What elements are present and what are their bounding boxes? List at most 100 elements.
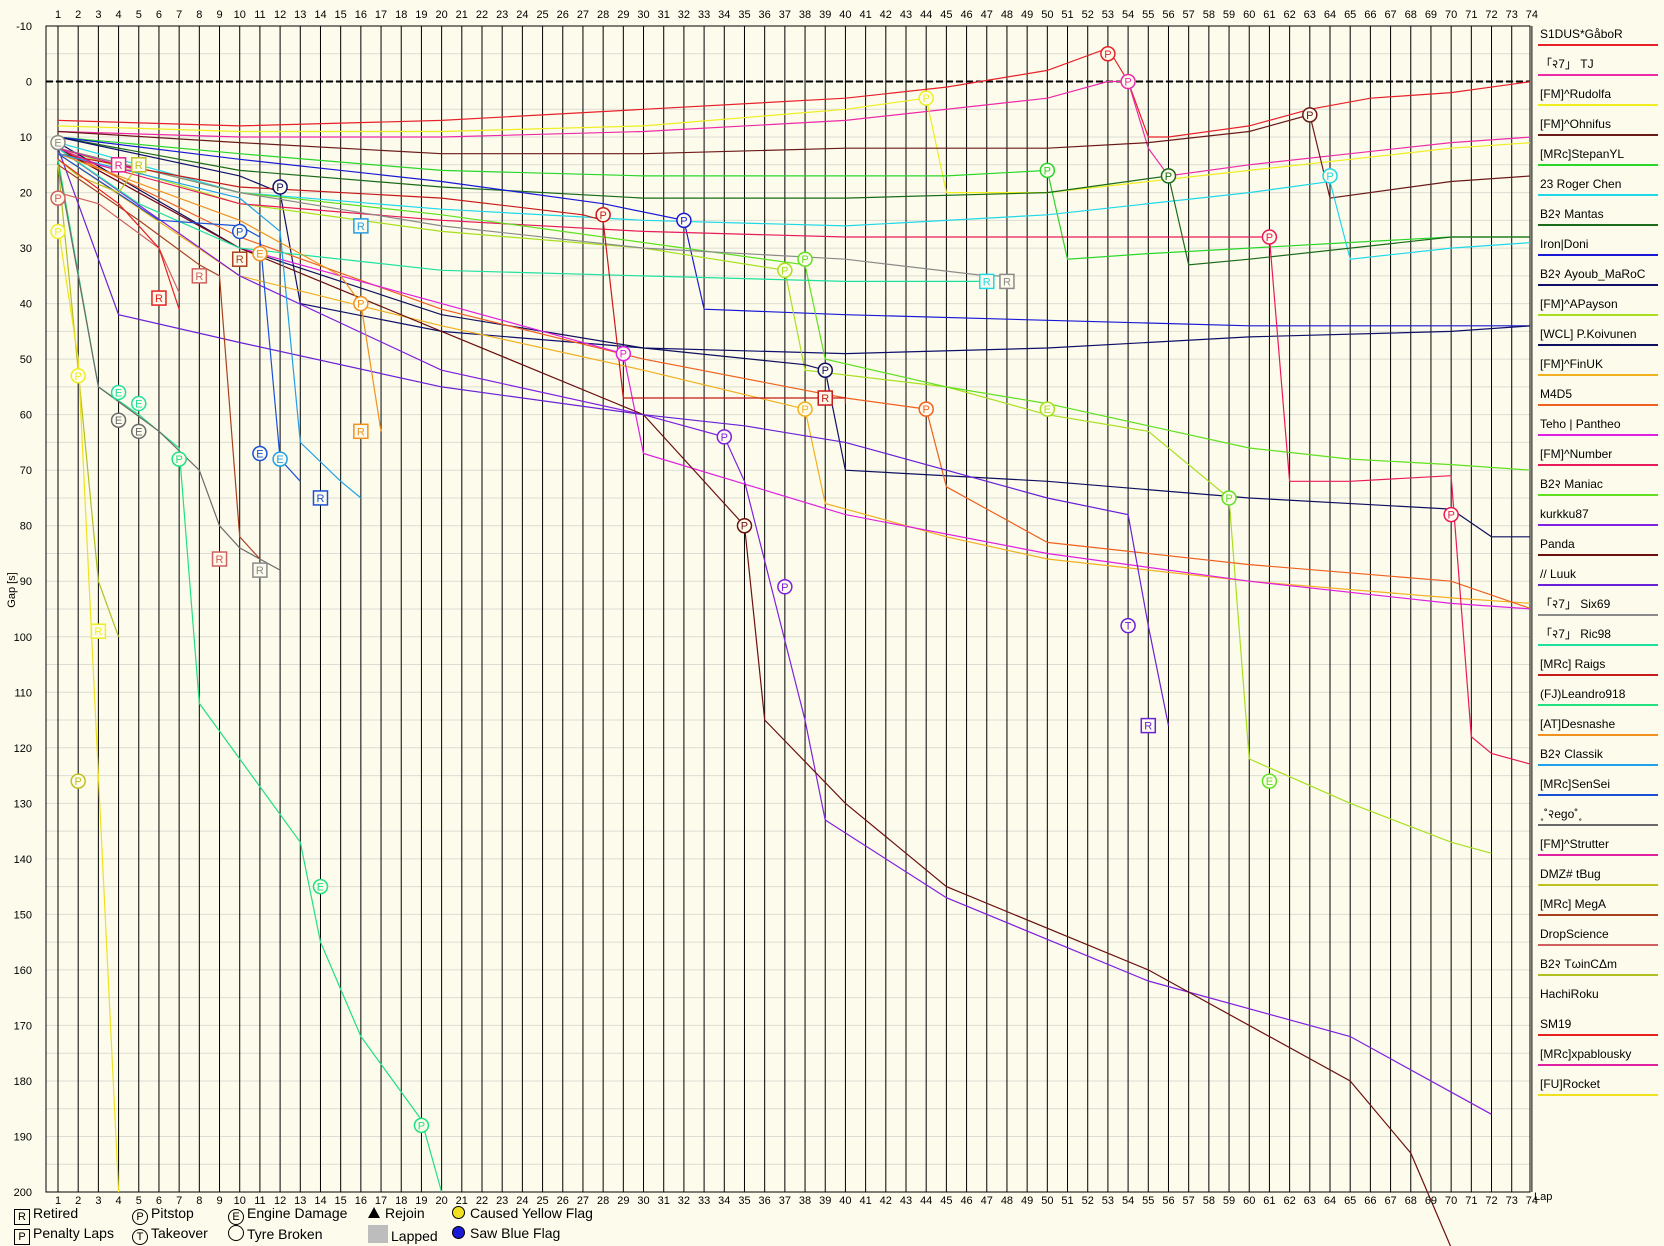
event-marker-p: P xyxy=(231,223,248,240)
x-tick-label: 8 xyxy=(196,1195,202,1207)
legend-entry-name: [FU]Rocket xyxy=(1540,1077,1601,1091)
legend-entry-name: 「२7」 TJ xyxy=(1540,57,1594,71)
marker-letter: R xyxy=(821,393,829,405)
series-line xyxy=(57,159,443,1193)
x-tick-label: 34 xyxy=(718,1195,730,1207)
legend-entry-name: kurkku87 xyxy=(1540,507,1589,521)
legend-entry-name: [WCL] P.Koivunen xyxy=(1540,327,1637,341)
x-tick-label: 21 xyxy=(456,1195,468,1207)
marker-circle xyxy=(110,412,127,428)
legend-entry-name: [FM]^Ohnifus xyxy=(1540,117,1611,131)
marker-letter: R xyxy=(195,271,203,283)
event-marker-p: P xyxy=(1160,168,1177,184)
event-marker-r: R xyxy=(211,551,228,567)
x-tick-label: 14 xyxy=(314,1195,326,1207)
x-tick-label: 17 xyxy=(375,1195,387,1207)
marker-letter: R xyxy=(316,493,324,505)
x-tick-label-top: 24 xyxy=(516,9,528,21)
penalty-symbol: P xyxy=(14,1229,30,1245)
x-tick-label-top: 60 xyxy=(1243,9,1255,21)
legend-entry-name: [MRc]xpablousky xyxy=(1540,1047,1631,1061)
x-tick-label: 71 xyxy=(1465,1195,1477,1207)
marker-letter: P xyxy=(680,215,687,227)
series-line xyxy=(57,147,987,282)
y-tick-label: 120 xyxy=(14,743,32,755)
event-marker-p: P xyxy=(676,212,692,229)
marker-letter: P xyxy=(781,265,788,277)
marker-letter: R xyxy=(135,160,143,172)
marker-letter: P xyxy=(1266,232,1273,244)
event-marker-r: R xyxy=(252,562,268,578)
event-marker-e: E xyxy=(131,423,147,440)
x-tick-label-top: 66 xyxy=(1364,9,1376,21)
marker-circle xyxy=(252,245,268,262)
marker-circle xyxy=(312,878,329,895)
x-tick-label: 70 xyxy=(1445,1195,1457,1207)
marker-circle xyxy=(1322,168,1338,184)
x-tick-label: 45 xyxy=(940,1195,952,1207)
x-tick-label: 24 xyxy=(516,1195,528,1207)
x-tick-label-top: 10 xyxy=(234,9,246,21)
legend-entry-name: B2२ TωinCΔm xyxy=(1540,957,1617,971)
x-tick-label-top: 38 xyxy=(799,9,811,21)
marker-circle xyxy=(272,451,288,467)
x-tick-label-top: 13 xyxy=(294,9,306,21)
retired-marker-box xyxy=(252,562,268,578)
legend-entry-name: [FM]^FinUK xyxy=(1540,357,1603,371)
y-tick-label: 100 xyxy=(14,632,32,644)
x-tick-label-top: 67 xyxy=(1384,9,1396,21)
y-tick-label: 0 xyxy=(26,77,32,89)
series-line xyxy=(57,158,140,194)
marker-circle xyxy=(595,207,611,223)
series-line xyxy=(57,225,120,1193)
x-axis-label: Lap xyxy=(1534,1191,1552,1203)
x-tick-label: 31 xyxy=(658,1195,670,1207)
legend-entry-name: SM19 xyxy=(1540,1017,1572,1031)
series-line xyxy=(57,153,1530,604)
marker-circle xyxy=(272,179,288,195)
x-tick-label-top: 35 xyxy=(738,9,750,21)
legend: S1DUS*GåboR 「२7」 TJ [FM]^Rudolfa [FM]^Ohnif… xyxy=(1538,27,1658,1096)
marker-letter: P xyxy=(741,521,748,533)
key-yellow-label: Caused Yellow Flag xyxy=(470,1205,593,1221)
x-tick-label: 49 xyxy=(1021,1195,1033,1207)
marker-letter: P xyxy=(175,454,182,466)
x-tick-label-top: 61 xyxy=(1263,9,1275,21)
marker-circle xyxy=(777,262,793,279)
series-line xyxy=(57,147,1452,1246)
legend-entry-name: [MRc]SenSei xyxy=(1540,777,1610,791)
marker-circle xyxy=(1261,229,1278,245)
x-tick-label-top: 22 xyxy=(476,9,488,21)
event-marker-t: T xyxy=(1120,617,1136,634)
marker-circle xyxy=(1160,168,1177,184)
x-tick-label: 3 xyxy=(95,1195,101,1207)
marker-circle xyxy=(1302,107,1318,123)
retired-marker-box xyxy=(90,623,107,639)
event-marker-p: P xyxy=(413,1117,430,1134)
marker-circle xyxy=(777,579,793,595)
x-tick-label: 72 xyxy=(1485,1195,1497,1207)
retired-marker-box xyxy=(312,490,329,506)
x-tick-label-top: 23 xyxy=(496,9,508,21)
x-tick-label-top: 41 xyxy=(859,9,871,21)
x-tick-label: 65 xyxy=(1344,1195,1356,1207)
marker-circle xyxy=(918,401,934,417)
x-tick-label-top: 29 xyxy=(617,9,629,21)
x-tick-label-top: 70 xyxy=(1445,9,1457,21)
marker-circle xyxy=(817,362,833,378)
x-tick-label: 60 xyxy=(1243,1195,1255,1207)
x-tick-label: 26 xyxy=(557,1195,569,1207)
x-tick-label-top: 58 xyxy=(1203,9,1215,21)
marker-circle xyxy=(131,395,147,412)
series-line xyxy=(57,153,1530,765)
marker-circle xyxy=(1261,773,1278,789)
y-tick-label: 180 xyxy=(14,1076,32,1088)
marker-letter: R xyxy=(155,293,163,305)
event-marker-e: E xyxy=(110,412,127,428)
series-line xyxy=(57,147,1492,854)
x-tick-label: 38 xyxy=(799,1195,811,1207)
x-tick-label: 11 xyxy=(254,1195,265,1207)
x-tick-label-top: 50 xyxy=(1041,9,1053,21)
x-tick-label-top: 37 xyxy=(779,9,791,21)
series-line xyxy=(57,47,1530,138)
